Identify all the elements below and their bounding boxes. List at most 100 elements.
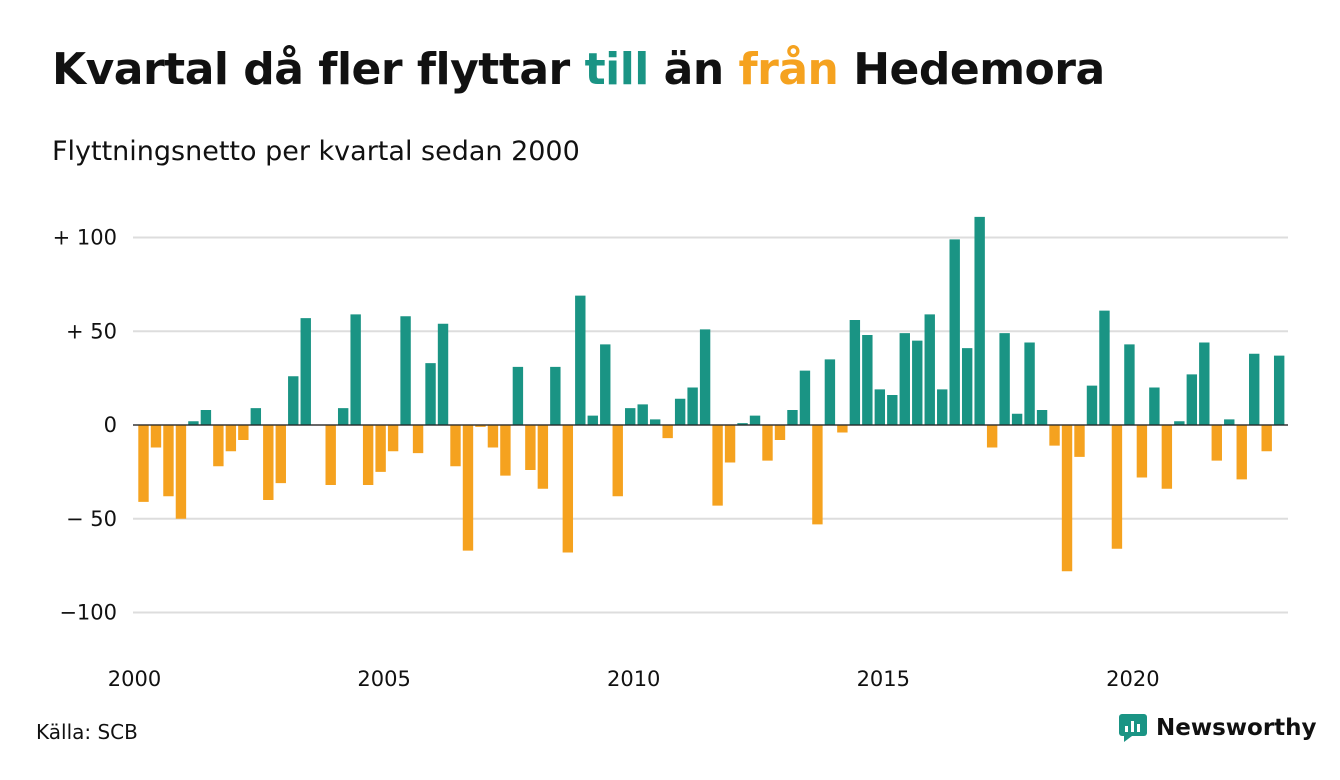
bar-2015-q3 bbox=[912, 340, 923, 426]
bar-2000-q3 bbox=[163, 425, 174, 497]
x-tick-label: 2010 bbox=[607, 667, 660, 691]
bar-2014-q1 bbox=[837, 425, 848, 433]
bar-2015-q2 bbox=[899, 333, 910, 426]
bar-2020-q1 bbox=[1136, 425, 1148, 478]
bar-2006-q3 bbox=[462, 425, 474, 551]
brand-name: Newsworthy bbox=[1156, 715, 1317, 741]
bar-2006-q4 bbox=[475, 425, 486, 427]
bar-2009-q2 bbox=[600, 344, 611, 426]
bar-2011-q4 bbox=[724, 425, 736, 463]
y-tick-label: 0 bbox=[104, 413, 117, 437]
bar-2022-q3 bbox=[1261, 425, 1272, 452]
bar-2008-q2 bbox=[550, 366, 561, 426]
bar-2008-q4 bbox=[575, 295, 586, 426]
bar-2018-q3 bbox=[1061, 425, 1073, 572]
title-part-middle: än bbox=[648, 44, 739, 95]
x-tick-label: 2015 bbox=[857, 667, 910, 691]
bar-2019-q2 bbox=[1099, 310, 1110, 426]
bar-2012-q1 bbox=[737, 423, 748, 426]
bars bbox=[133, 216, 1288, 572]
bar-2022-q4 bbox=[1273, 355, 1285, 426]
bar-2017-q3 bbox=[1011, 413, 1023, 425]
bar-2004-q3 bbox=[362, 425, 374, 485]
bar-2000-q4 bbox=[175, 425, 187, 519]
bar-2010-q1 bbox=[637, 404, 648, 426]
bar-2020-q2 bbox=[1149, 387, 1160, 425]
bar-2010-q3 bbox=[662, 425, 673, 439]
x-axis: 2000 2005 2010 2015 2020 bbox=[108, 667, 1160, 691]
bar-2016-q4 bbox=[974, 216, 985, 426]
bar-2005-q3 bbox=[412, 425, 424, 454]
y-tick-label: + 100 bbox=[53, 226, 117, 250]
bar-2001-q3 bbox=[213, 425, 224, 467]
bar-2012-q2 bbox=[749, 415, 761, 426]
source-note: Källa: SCB bbox=[36, 720, 138, 744]
bar-2001-q1 bbox=[188, 421, 199, 425]
bar-2001-q2 bbox=[200, 410, 212, 425]
bar-2018-q2 bbox=[1049, 425, 1060, 446]
bar-2007-q1 bbox=[487, 425, 499, 448]
title-part-before: Kvartal då fler flyttar bbox=[52, 44, 585, 95]
title-word-out: från bbox=[738, 44, 839, 95]
bar-2002-q2 bbox=[250, 408, 262, 426]
y-tick-label: + 50 bbox=[66, 319, 117, 343]
bar-2000-q2 bbox=[150, 425, 162, 448]
chart-subtitle: Flyttningsnetto per kvartal sedan 2000 bbox=[52, 136, 580, 167]
bar-2019-q4 bbox=[1124, 344, 1135, 426]
bar-2020-q3 bbox=[1161, 425, 1173, 489]
bar-2005-q1 bbox=[387, 425, 399, 452]
bar-2003-q2 bbox=[300, 318, 311, 426]
bar-chart: + 100 + 50 0 − 50 −100 2000 2005 2010 2015 2020 bbox=[53, 216, 1288, 691]
bar-2018-q4 bbox=[1074, 425, 1085, 457]
bar-2006-q1 bbox=[437, 323, 449, 425]
bar-2007-q4 bbox=[525, 425, 536, 470]
bar-2020-q4 bbox=[1174, 421, 1185, 425]
bar-2011-q2 bbox=[699, 329, 711, 426]
bar-2016-q1 bbox=[937, 389, 948, 426]
bar-2013-q1 bbox=[787, 410, 798, 425]
bar-2003-q4 bbox=[325, 425, 336, 485]
y-tick-label: −100 bbox=[59, 601, 117, 625]
bar-2004-q2 bbox=[350, 314, 361, 426]
newsworthy-logo-icon bbox=[1119, 714, 1147, 742]
bar-2019-q3 bbox=[1111, 425, 1123, 549]
bar-2018-q1 bbox=[1036, 410, 1048, 425]
bar-2005-q2 bbox=[400, 316, 411, 425]
bar-2005-q4 bbox=[425, 363, 436, 426]
bar-2014-q3 bbox=[862, 335, 873, 425]
bar-2002-q4 bbox=[275, 425, 286, 484]
bar-2003-q1 bbox=[288, 376, 299, 425]
x-tick-label: 2005 bbox=[357, 667, 410, 691]
y-tick-label: − 50 bbox=[66, 507, 117, 531]
title-word-in: till bbox=[584, 44, 650, 95]
bar-2011-q3 bbox=[712, 425, 723, 506]
bar-2016-q2 bbox=[949, 239, 960, 426]
bar-2021-q4 bbox=[1224, 419, 1235, 426]
bar-2013-q3 bbox=[812, 425, 823, 525]
bar-2012-q4 bbox=[774, 425, 786, 440]
bar-2001-q4 bbox=[225, 425, 237, 452]
bar-2002-q3 bbox=[263, 425, 274, 500]
x-tick-label: 2000 bbox=[108, 667, 161, 691]
bar-2012-q3 bbox=[762, 425, 773, 461]
bar-2010-q2 bbox=[649, 419, 661, 426]
bar-2015-q1 bbox=[887, 395, 898, 425]
bar-2007-q3 bbox=[512, 366, 524, 426]
bar-2015-q4 bbox=[924, 314, 935, 426]
bar-2019-q1 bbox=[1086, 385, 1098, 426]
bar-2022-q2 bbox=[1249, 353, 1260, 425]
bar-2000-q1 bbox=[138, 425, 149, 502]
bar-2021-q2 bbox=[1199, 342, 1210, 425]
bar-2013-q4 bbox=[824, 359, 836, 426]
bar-2016-q3 bbox=[961, 348, 973, 426]
bar-2002-q1 bbox=[238, 425, 249, 440]
bar-2014-q4 bbox=[874, 389, 886, 426]
title-part-after: Hedemora bbox=[838, 44, 1105, 95]
bar-2008-q3 bbox=[562, 425, 574, 553]
bar-2009-q1 bbox=[587, 415, 598, 426]
y-axis: + 100 + 50 0 − 50 −100 bbox=[53, 226, 117, 625]
bar-2007-q2 bbox=[500, 425, 511, 476]
bar-2004-q1 bbox=[337, 408, 349, 426]
bar-2009-q4 bbox=[625, 408, 636, 426]
brand: Newsworthy bbox=[1118, 713, 1317, 743]
